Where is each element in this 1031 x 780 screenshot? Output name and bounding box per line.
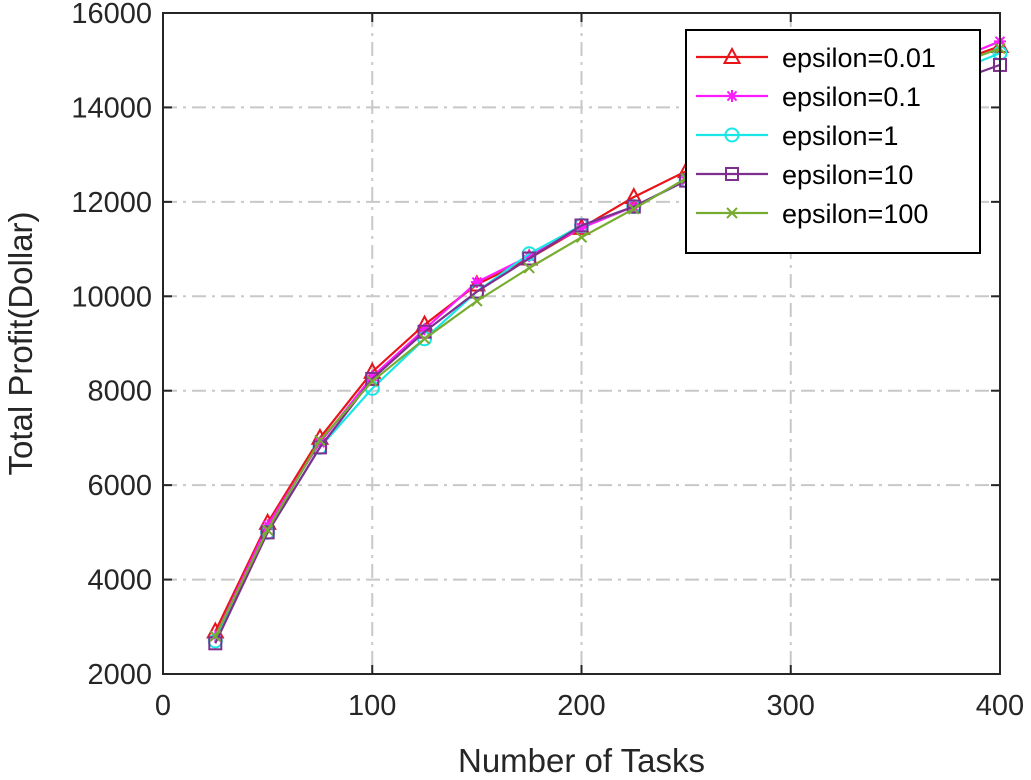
data-point (313, 436, 326, 449)
y-tick-label: 12000 (71, 187, 152, 219)
data-point (469, 284, 484, 299)
data-point (209, 630, 222, 642)
data-point (575, 221, 588, 234)
legend-marker (725, 167, 739, 181)
data-point (522, 251, 537, 266)
x-tick-label: 400 (976, 690, 1024, 722)
legend-item: epsilon=0.01 (696, 43, 936, 73)
x-tick-label: 100 (348, 690, 396, 722)
legend-item: epsilon=100 (696, 199, 928, 229)
data-point (628, 203, 640, 215)
legend-label: epsilon=10 (782, 160, 913, 190)
legend-marker (726, 207, 738, 219)
data-point (575, 231, 588, 243)
y-tick-label: 6000 (87, 470, 152, 502)
data-point (366, 370, 379, 383)
legend-marker (722, 46, 742, 64)
legend-item: epsilon=1 (696, 121, 898, 151)
legend: epsilon=0.01 epsilon=0.1 epsilon=1 epsilon=… (685, 29, 981, 254)
legend-label: epsilon=1 (782, 121, 898, 151)
legend-marker (726, 90, 738, 102)
x-tick-label: 200 (557, 690, 605, 722)
data-point (470, 276, 483, 289)
y-tick-label: 8000 (87, 376, 152, 408)
legend-label: epsilon=0.01 (782, 43, 936, 73)
y-axis-title: Total Profit(Dollar) (2, 211, 39, 475)
x-tick-label: 300 (767, 690, 815, 722)
y-tick-label: 16000 (71, 0, 152, 30)
y-tick-label: 14000 (71, 92, 152, 124)
legend-item: epsilon=0.1 (696, 82, 921, 112)
data-point (366, 375, 378, 387)
legend-marker (724, 127, 740, 143)
x-tick-label: 0 (155, 690, 171, 722)
data-point (523, 250, 536, 263)
y-tick-label: 4000 (87, 565, 152, 597)
data-point (260, 525, 275, 540)
data-point (365, 371, 380, 386)
data-point (418, 333, 431, 345)
data-point (574, 218, 589, 233)
legend-label: epsilon=0.1 (782, 82, 921, 112)
axis-ticks: 0 100 200 300 400 2000 4000 6000 8000 10000 12000 1… (71, 0, 1024, 722)
data-point (523, 262, 535, 274)
y-tick-label: 10000 (71, 281, 152, 313)
data-point (418, 323, 431, 336)
legend-label: epsilon=100 (782, 199, 928, 229)
data-point (471, 295, 483, 307)
y-tick-label: 2000 (87, 659, 152, 691)
legend-item: epsilon=10 (696, 160, 913, 190)
data-point (261, 524, 274, 536)
data-point (314, 434, 326, 446)
x-axis-title: Number of Tasks (458, 742, 705, 779)
